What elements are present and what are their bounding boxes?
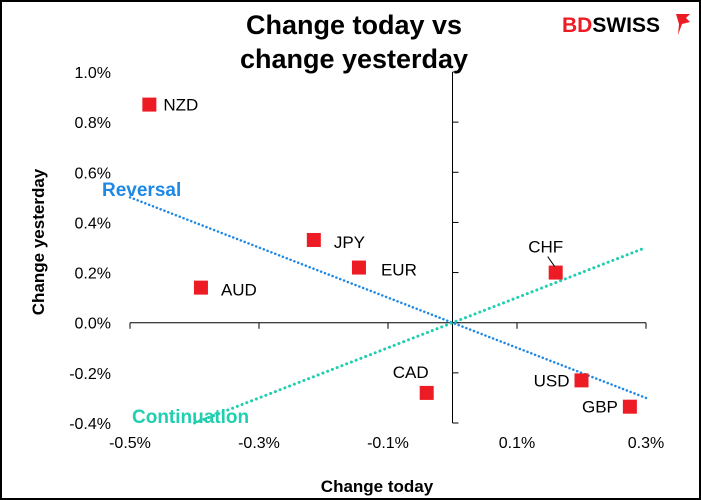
point-marker-cad <box>419 385 434 400</box>
point-label-gbp: GBP <box>582 398 618 417</box>
logo-arrow-icon <box>676 14 690 35</box>
x-tick-label: 0.1% <box>499 435 535 452</box>
y-tick-label: -0.4% <box>69 416 111 433</box>
continuation-label: Continuation <box>132 407 249 428</box>
point-label-eur: EUR <box>381 261 417 280</box>
reversal-label: Reversal <box>102 180 181 201</box>
y-tick-label: 0.2% <box>75 266 111 283</box>
x-tick-label: 0.3% <box>628 435 664 452</box>
y-tick-label: 1.0% <box>75 65 111 82</box>
chf-leader-line <box>547 256 556 267</box>
point-marker-gbp <box>622 399 637 414</box>
x-axis-label: Change today <box>321 477 434 496</box>
point-marker-usd <box>574 373 589 388</box>
point-marker-eur <box>351 260 366 275</box>
logo-swiss: SWISS <box>592 14 660 37</box>
y-tick-label: 0.4% <box>75 215 111 232</box>
y-axis-label: Change yesterday <box>29 168 48 315</box>
chart-title-line-2: change yesterday <box>240 44 468 74</box>
point-marker-jpy <box>306 232 321 247</box>
y-tick-label: -0.2% <box>69 366 111 383</box>
point-label-nzd: NZD <box>163 96 198 115</box>
x-tick-label: -0.5% <box>109 435 151 452</box>
point-label-chf: CHF <box>528 238 563 257</box>
reversal-line <box>128 196 648 400</box>
chart-title-line-1: Change today vs <box>246 10 462 40</box>
point-label-jpy: JPY <box>334 233 365 252</box>
logo-bd: BD <box>562 14 592 37</box>
x-tick-label: -0.1% <box>367 435 409 452</box>
y-tick-label: 0.6% <box>75 165 111 182</box>
continuation-line <box>193 246 648 425</box>
bdswiss-logo: BDSWISS <box>562 14 690 37</box>
point-marker-aud <box>193 280 208 295</box>
point-marker-chf <box>548 265 563 280</box>
point-label-aud: AUD <box>221 281 257 300</box>
point-label-usd: USD <box>534 371 570 390</box>
svg-text:BDSWISS: BDSWISS <box>562 14 660 37</box>
point-label-cad: CAD <box>393 363 429 382</box>
point-marker-nzd <box>142 97 157 112</box>
y-tick-label: 0.0% <box>75 316 111 333</box>
y-tick-label: 0.8% <box>75 115 111 132</box>
x-tick-label: -0.3% <box>238 435 280 452</box>
